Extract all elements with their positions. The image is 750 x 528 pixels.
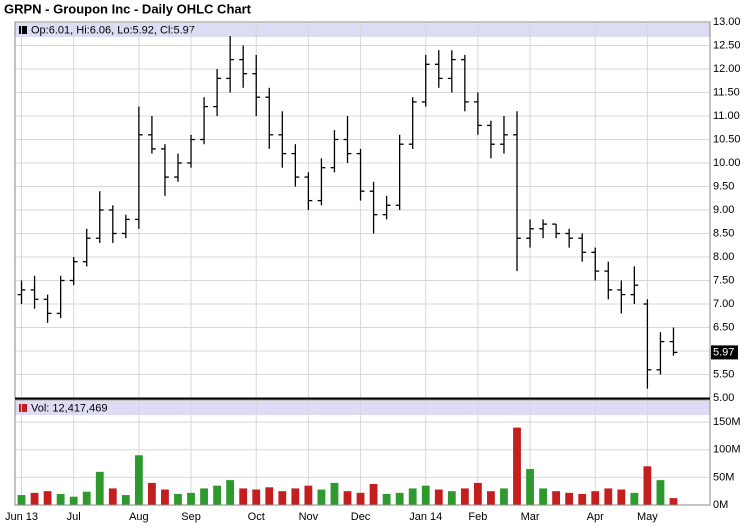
y-tick-label: 7.50 [713, 274, 734, 286]
volume-bar [487, 491, 495, 505]
x-tick-label: Nov [299, 511, 319, 523]
volume-bar [43, 491, 52, 505]
y-tick-label: 7.00 [713, 298, 734, 310]
y-tick-label: 9.00 [713, 204, 734, 216]
volume-bar [265, 487, 274, 505]
volume-bar [200, 488, 208, 505]
volume-bar [278, 491, 287, 505]
x-tick-label: Aug [129, 511, 149, 523]
volume-bar [460, 488, 469, 505]
y-tick-label: 12.50 [713, 39, 741, 51]
y-tick-label: 6.50 [713, 321, 734, 333]
y2-tick-label: 0M [713, 499, 728, 511]
last-price-box [711, 345, 738, 360]
y-tick-label: 8.00 [713, 251, 734, 263]
y-tick-label: 11.50 [713, 86, 740, 98]
y-tick-label: 8.50 [713, 227, 734, 239]
volume-bar [578, 493, 587, 505]
volume-bar [317, 489, 326, 505]
volume-bar [382, 493, 391, 505]
volume-bar [656, 480, 665, 505]
volume-bar [213, 485, 222, 505]
volume-bar [539, 488, 547, 505]
volume-bar [134, 455, 143, 505]
volume-legend-swatch [19, 404, 27, 412]
volume-bar [82, 491, 91, 505]
volume-bar [304, 485, 313, 505]
x-tick-label: May [637, 511, 658, 523]
volume-legend: Vol: 12,417,469 [31, 402, 107, 414]
volume-bar [513, 427, 521, 505]
volume-bar [252, 489, 261, 505]
volume-bar [343, 491, 352, 505]
volume-bar [395, 492, 404, 505]
y-tick-label: 11.00 [713, 110, 740, 122]
volume-legend-strip [15, 401, 710, 415]
y-tick-label: 10.50 [713, 133, 741, 145]
volume-bar [421, 485, 430, 505]
x-tick-label: Jun 13 [5, 511, 38, 523]
y-tick-label: 13.00 [713, 16, 741, 28]
y-tick-label: 9.50 [713, 180, 734, 192]
x-tick-label: Oct [248, 511, 265, 523]
y2-tick-label: 150M [713, 416, 741, 428]
volume-panel [15, 400, 710, 505]
volume-bar [591, 491, 600, 505]
volume-bar [356, 492, 365, 505]
x-tick-label: Apr [587, 511, 604, 523]
volume-bar [121, 495, 130, 505]
y-tick-label: 12.00 [713, 63, 741, 75]
volume-bar [447, 491, 456, 505]
y-tick-label: 5.00 [713, 392, 734, 404]
price-legend-strip [15, 23, 710, 37]
volume-bar [239, 488, 248, 505]
y2-tick-label: 100M [713, 444, 741, 456]
volume-bar [565, 492, 574, 505]
volume-bar [95, 471, 104, 505]
volume-bar [617, 489, 626, 505]
y-tick-label: 10.00 [713, 157, 741, 169]
last-price-label: 5.97 [713, 346, 734, 358]
volume-bar [69, 496, 78, 505]
x-tick-label: Feb [468, 511, 487, 523]
volume-frame [14, 399, 711, 506]
volume-bar [148, 482, 156, 505]
x-tick-label: Jan 14 [409, 511, 442, 523]
volume-bar [56, 493, 65, 505]
volume-bar [161, 489, 169, 505]
volume-bar [30, 492, 39, 505]
volume-bar [630, 492, 639, 505]
volume-bar [408, 488, 417, 505]
chart-title: GRPN - Groupon Inc - Daily OHLC Chart [4, 1, 252, 16]
volume-bar [434, 489, 443, 505]
volume-bar [108, 488, 117, 505]
volume-bar [500, 488, 508, 505]
price-legend-swatch [19, 26, 27, 34]
x-tick-label: Jul [67, 511, 81, 523]
volume-bar [473, 482, 482, 505]
volume-bar [526, 469, 534, 505]
y-tick-label: 5.50 [713, 368, 734, 380]
volume-bar [187, 492, 195, 505]
volume-bar [226, 480, 235, 505]
price-legend: Op:6.01, Hi:6.06, Lo:5.92, Cl:5.97 [31, 24, 195, 36]
volume-bar [604, 488, 613, 505]
x-tick-label: Mar [521, 511, 540, 523]
x-tick-label: Sep [181, 511, 201, 523]
volume-bar [552, 491, 561, 505]
volume-bar [369, 484, 378, 505]
volume-bar [174, 493, 182, 505]
y2-tick-label: 50M [713, 471, 734, 483]
x-tick-label: Dec [351, 511, 371, 523]
volume-bar [643, 466, 652, 505]
volume-bar [669, 498, 678, 505]
volume-bar [17, 495, 26, 505]
volume-bar [291, 488, 300, 505]
volume-bar [330, 482, 339, 505]
